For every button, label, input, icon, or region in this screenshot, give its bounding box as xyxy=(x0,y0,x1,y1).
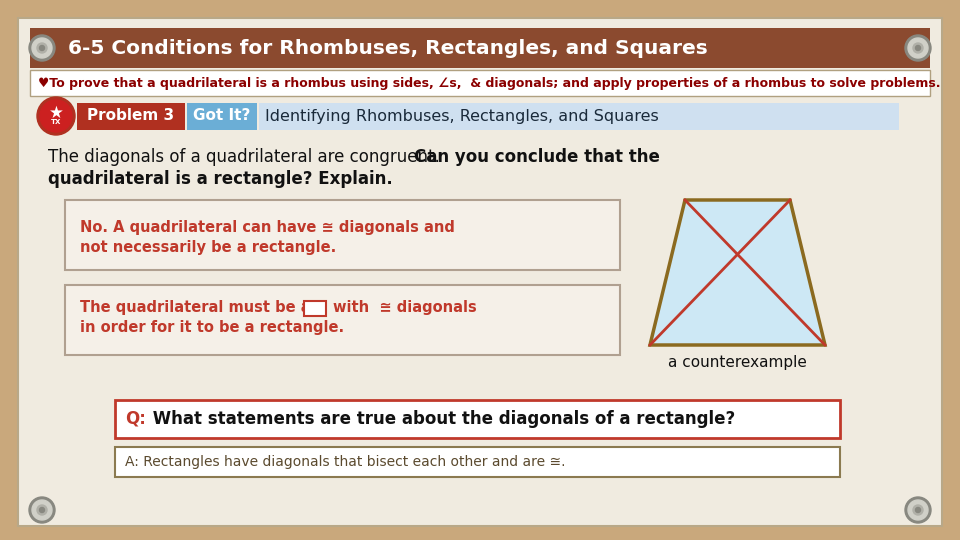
Circle shape xyxy=(905,35,931,61)
Bar xyxy=(65,285,620,355)
Bar xyxy=(304,301,326,316)
Circle shape xyxy=(908,500,928,520)
Bar xyxy=(30,70,930,96)
Bar xyxy=(259,103,899,130)
Circle shape xyxy=(39,508,44,512)
Text: No. A quadrilateral can have ≅ diagonals and: No. A quadrilateral can have ≅ diagonals… xyxy=(80,220,455,235)
Circle shape xyxy=(40,100,72,132)
Text: with  ≅ diagonals: with ≅ diagonals xyxy=(333,300,477,315)
Bar xyxy=(115,400,840,438)
Circle shape xyxy=(32,38,52,58)
Circle shape xyxy=(916,508,921,512)
Text: 6-5 Conditions for Rhombuses, Rectangles, and Squares: 6-5 Conditions for Rhombuses, Rectangles… xyxy=(68,38,708,57)
Circle shape xyxy=(32,500,52,520)
Text: in order for it to be a rectangle.: in order for it to be a rectangle. xyxy=(80,320,344,335)
Circle shape xyxy=(908,38,928,58)
Circle shape xyxy=(39,45,44,51)
Circle shape xyxy=(913,505,923,515)
Text: ♥To prove that a quadrilateral is a rhombus using sides, ∠s,  & diagonals; and a: ♥To prove that a quadrilateral is a rhom… xyxy=(38,77,941,90)
Text: Got It?: Got It? xyxy=(193,109,251,124)
Text: Identifying Rhombuses, Rectangles, and Squares: Identifying Rhombuses, Rectangles, and S… xyxy=(265,109,659,124)
Circle shape xyxy=(29,35,55,61)
Circle shape xyxy=(37,505,47,515)
Text: ★: ★ xyxy=(49,104,63,122)
Circle shape xyxy=(905,497,931,523)
Text: A: Rectangles have diagonals that bisect each other and are ≅.: A: Rectangles have diagonals that bisect… xyxy=(125,455,565,469)
Circle shape xyxy=(37,97,75,135)
Text: What statements are true about the diagonals of a rectangle?: What statements are true about the diago… xyxy=(147,410,735,428)
Circle shape xyxy=(913,43,923,53)
Circle shape xyxy=(916,45,921,51)
Text: quadrilateral is a rectangle? Explain.: quadrilateral is a rectangle? Explain. xyxy=(48,170,393,188)
Text: The diagonals of a quadrilateral are congruent.: The diagonals of a quadrilateral are con… xyxy=(48,148,445,166)
Polygon shape xyxy=(650,200,825,345)
Bar xyxy=(187,103,257,130)
Text: Q:: Q: xyxy=(125,410,146,428)
Circle shape xyxy=(29,497,55,523)
Text: TX: TX xyxy=(51,119,61,125)
Text: The quadrilateral must be a: The quadrilateral must be a xyxy=(80,300,311,315)
Bar xyxy=(115,447,840,477)
Bar xyxy=(30,28,930,68)
Bar xyxy=(77,103,185,130)
Text: a counterexample: a counterexample xyxy=(667,355,806,370)
Text: Can you conclude that the: Can you conclude that the xyxy=(414,148,660,166)
Text: Problem 3: Problem 3 xyxy=(87,109,175,124)
Circle shape xyxy=(37,43,47,53)
Text: not necessarily be a rectangle.: not necessarily be a rectangle. xyxy=(80,240,336,255)
Bar xyxy=(65,200,620,270)
